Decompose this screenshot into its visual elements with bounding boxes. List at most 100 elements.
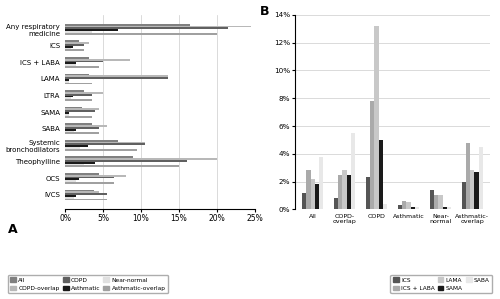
Bar xyxy=(314,184,319,209)
Bar xyxy=(65,59,130,61)
Bar xyxy=(402,201,406,209)
Bar xyxy=(65,107,82,109)
Bar xyxy=(478,147,483,209)
Bar xyxy=(65,165,179,167)
Bar xyxy=(65,132,99,134)
Bar xyxy=(342,170,346,209)
Bar xyxy=(65,114,69,116)
Bar xyxy=(65,109,99,110)
Bar xyxy=(65,144,145,145)
Bar xyxy=(65,57,90,59)
Bar xyxy=(410,207,414,209)
Bar xyxy=(65,173,99,175)
Bar xyxy=(319,157,323,209)
Bar xyxy=(65,96,72,97)
Bar xyxy=(65,24,190,26)
Bar xyxy=(65,48,71,49)
Bar xyxy=(65,99,92,101)
Bar xyxy=(65,158,217,160)
Bar xyxy=(65,195,76,197)
Bar xyxy=(65,129,76,131)
Bar xyxy=(65,199,107,200)
Bar xyxy=(65,190,94,191)
Bar xyxy=(65,31,92,33)
Bar xyxy=(65,62,76,64)
Bar xyxy=(65,162,96,164)
Legend: ICS, ICS + LABA, LAMA, SAMA, SABA: ICS, ICS + LABA, LAMA, SAMA, SABA xyxy=(390,275,492,293)
Bar xyxy=(366,177,370,209)
Bar xyxy=(65,79,69,81)
Bar xyxy=(65,110,96,112)
Bar xyxy=(378,140,383,209)
Bar xyxy=(306,170,310,209)
Bar xyxy=(65,123,92,125)
Bar xyxy=(65,74,90,75)
Bar xyxy=(65,127,99,129)
Bar xyxy=(65,175,126,177)
Bar xyxy=(474,172,478,209)
Bar xyxy=(470,170,474,209)
Bar xyxy=(462,181,466,209)
Bar xyxy=(65,97,71,99)
Bar xyxy=(434,196,438,209)
Bar xyxy=(65,66,99,68)
Bar xyxy=(65,90,84,92)
Text: A: A xyxy=(8,223,18,236)
Bar xyxy=(438,196,442,209)
Legend: All, COPD-overlap, COPD, Asthmatic, Near-normal, Asthmatic-overlap: All, COPD-overlap, COPD, Asthmatic, Near… xyxy=(8,275,168,293)
Bar xyxy=(65,44,84,46)
Bar xyxy=(65,156,134,158)
Bar xyxy=(65,197,74,199)
Bar xyxy=(65,83,92,84)
Bar xyxy=(65,177,114,179)
Bar xyxy=(65,33,217,35)
Bar xyxy=(65,75,168,77)
Bar xyxy=(65,145,88,147)
Bar xyxy=(65,180,76,182)
Bar xyxy=(65,28,228,29)
Bar xyxy=(310,179,314,209)
Bar xyxy=(65,92,103,94)
Bar xyxy=(65,140,118,142)
Bar xyxy=(65,94,92,96)
Bar xyxy=(302,193,306,209)
Bar xyxy=(370,101,374,209)
Bar xyxy=(65,149,137,151)
Bar xyxy=(65,164,84,165)
Bar xyxy=(65,191,99,193)
Bar xyxy=(65,112,69,114)
Bar xyxy=(430,190,434,209)
Bar xyxy=(65,61,103,62)
Bar xyxy=(65,42,90,44)
Bar xyxy=(65,77,168,79)
Bar xyxy=(442,207,446,209)
Bar xyxy=(351,133,355,209)
Bar xyxy=(65,46,72,48)
Bar xyxy=(65,142,145,144)
Bar xyxy=(65,81,69,83)
Bar xyxy=(334,198,338,209)
Bar xyxy=(65,40,78,42)
Text: B: B xyxy=(260,5,270,18)
Bar xyxy=(346,175,351,209)
Bar xyxy=(65,131,74,132)
Bar xyxy=(65,193,107,195)
Bar xyxy=(65,147,80,149)
Bar xyxy=(65,116,92,118)
Bar xyxy=(65,29,118,31)
Bar xyxy=(398,205,402,209)
Bar xyxy=(406,202,410,209)
Bar xyxy=(65,179,78,180)
Bar xyxy=(383,204,387,209)
Bar xyxy=(65,26,251,28)
Bar xyxy=(65,64,76,66)
Bar xyxy=(65,182,114,184)
Bar xyxy=(65,49,84,51)
Bar xyxy=(446,207,451,209)
Bar xyxy=(414,207,419,209)
Bar xyxy=(466,143,470,209)
Bar xyxy=(338,175,342,209)
Bar xyxy=(374,26,378,209)
Bar xyxy=(65,125,107,127)
Bar xyxy=(65,160,186,162)
